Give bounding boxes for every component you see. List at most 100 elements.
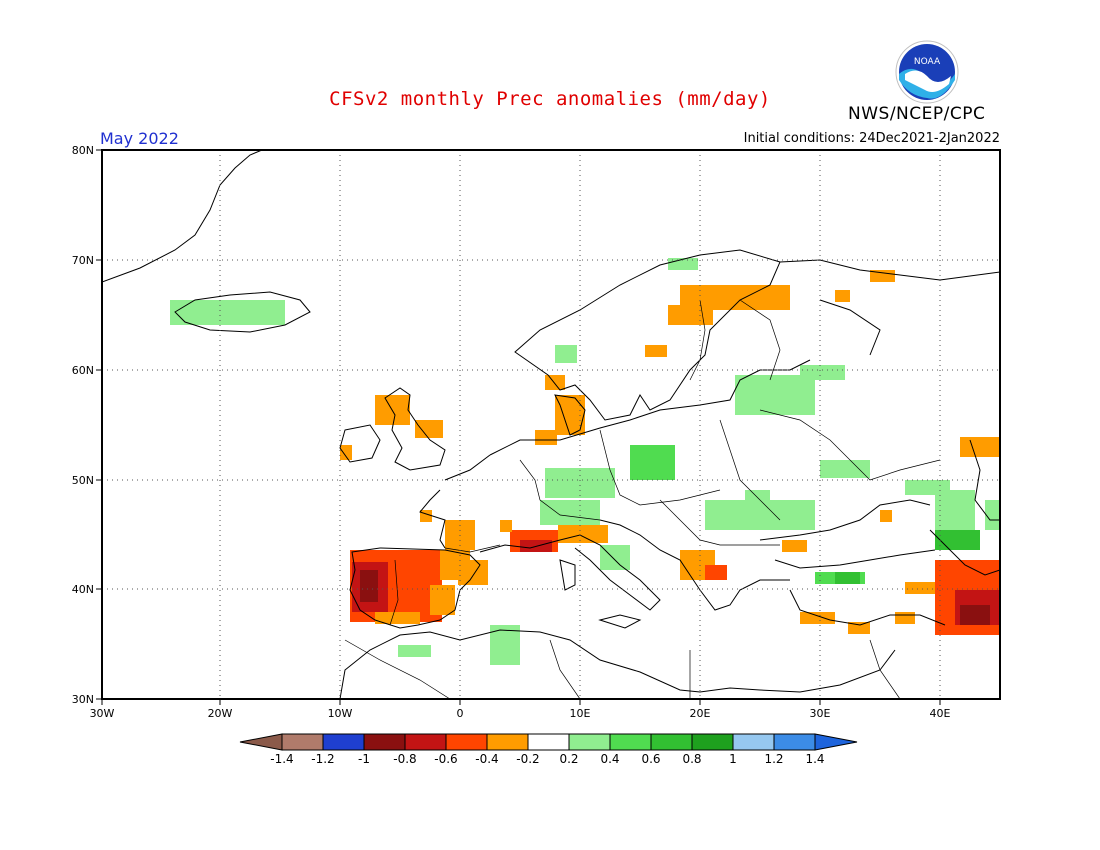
colorbar-label: -1.4: [270, 752, 293, 766]
patch-sweden: [645, 345, 667, 357]
lon-label: 40E: [930, 707, 951, 720]
patch-lapland-south: [668, 305, 713, 325]
chart-title: CFSv2 monthly Prec anomalies (mm/day): [329, 88, 771, 110]
caucasus-coast: [929, 529, 1000, 576]
colorbar-box: [363, 733, 406, 751]
colorbar-box: [445, 733, 488, 751]
colorbar-arrow-high: [814, 733, 858, 751]
caspian-coast: [969, 439, 1000, 521]
patch-iberia-peak: [360, 570, 378, 602]
patch-iberia-edge: [375, 612, 420, 624]
north-africa-coast: [339, 629, 896, 699]
border-sweden-finland: [689, 299, 706, 381]
colorbar-box: [281, 733, 324, 751]
patch-ireland: [340, 445, 352, 460]
lat-label: 80N: [72, 144, 94, 157]
lat-label: 50N: [72, 474, 94, 487]
turkey-south-coast: [789, 589, 946, 626]
patch-morocco-wet: [398, 645, 431, 657]
patch-iberia-south: [430, 585, 455, 615]
patch-baltic-wet: [735, 375, 815, 415]
colorbar-box: [486, 733, 529, 751]
patch-poland-wet: [630, 445, 675, 480]
axis-ticks: [96, 149, 941, 705]
lat-label: 40N: [72, 583, 94, 596]
agency-label: NWS/NCEP/CPC: [848, 104, 986, 124]
border-syria: [869, 639, 901, 699]
colorbar-label: -1.2: [311, 752, 334, 766]
patch-hungary-wet: [745, 490, 770, 502]
lon-label: 0: [457, 707, 464, 720]
lon-label: 10E: [570, 707, 591, 720]
colorbar-label: 1: [729, 752, 737, 766]
colorbar-label: -0.8: [393, 752, 416, 766]
patch-rhone: [500, 520, 512, 532]
patch-catalonia: [458, 560, 488, 585]
patch-caspian-wet: [985, 500, 1000, 530]
patch-russia-wet: [800, 365, 845, 380]
border-belarus-russia: [759, 409, 941, 481]
patch-greece: [705, 565, 727, 580]
patch-turkey-south: [800, 612, 835, 624]
border-france-germany: [519, 459, 601, 521]
black-sea-north-coast: [759, 499, 931, 541]
patch-skagerrak: [545, 375, 565, 390]
country-borders: [344, 299, 941, 699]
colorbar-label: 0.8: [682, 752, 701, 766]
border-hungary-balkans: [659, 499, 780, 546]
border-spain-portugal: [389, 559, 399, 626]
corsica-sardinia-coast: [559, 559, 576, 591]
patch-cilicia: [895, 612, 915, 624]
colorbar-label: 1.4: [805, 752, 824, 766]
patch-germany-wet: [545, 468, 615, 498]
scandinavia-coast: [514, 249, 781, 421]
patch-ukraine-wet: [820, 460, 870, 478]
patch-alps: [558, 525, 608, 543]
colorbar-label: -1: [358, 752, 370, 766]
lon-label: 10W: [328, 707, 353, 720]
kola-coast: [779, 259, 1000, 281]
colorbar-arrow-low: [239, 733, 283, 751]
colorbar-label: -0.4: [475, 752, 498, 766]
sicily-coast: [598, 614, 642, 629]
longitude-labels: 30W 20W 10W 0 10E 20E 30E 40E: [90, 707, 951, 720]
britain-coast: [384, 387, 446, 471]
colorbar-box: [322, 733, 365, 751]
patch-caspian-north: [960, 437, 1000, 457]
border-morocco-algeria: [344, 639, 451, 699]
patch-barents: [870, 270, 895, 282]
patch-east-dry-peak: [960, 605, 990, 625]
colorbar-label: -0.6: [434, 752, 457, 766]
patch-switzerland-wet: [540, 500, 600, 525]
patch-crimea: [880, 510, 892, 522]
coastlines: [102, 150, 1000, 699]
colorbar-label: 0.2: [559, 752, 578, 766]
patch-east-dry-west: [905, 582, 935, 594]
border-finland-russia: [739, 299, 781, 381]
lon-label: 20W: [208, 707, 233, 720]
channel-coast: [444, 454, 491, 481]
colorbar-box: [650, 733, 693, 751]
border-algeria-tunisia: [549, 639, 581, 699]
patch-biscay: [420, 510, 432, 522]
gulf-lion-italy-coast: [479, 534, 661, 611]
france-atlantic-coast: [419, 489, 446, 549]
colorbar-box: [691, 733, 734, 751]
patch-bulgaria: [782, 540, 807, 552]
patch-iceland: [170, 300, 285, 325]
greenland-coast: [102, 150, 263, 283]
colorbar-box: [527, 733, 570, 751]
ireland-coast: [339, 424, 381, 463]
patch-anatolia-core: [835, 572, 860, 584]
lon-label: 30E: [810, 707, 831, 720]
iceland-coast: [174, 291, 311, 333]
iberia-coast: [349, 547, 481, 629]
colorbar-label: -0.2: [516, 752, 539, 766]
lat-label: 60N: [72, 364, 94, 377]
north-sea-baltic-coast: [489, 359, 811, 456]
patch-germany-north: [535, 430, 557, 445]
patch-kola: [835, 290, 850, 302]
colorbar-box: [609, 733, 652, 751]
patch-caucasus-wet: [935, 530, 980, 550]
